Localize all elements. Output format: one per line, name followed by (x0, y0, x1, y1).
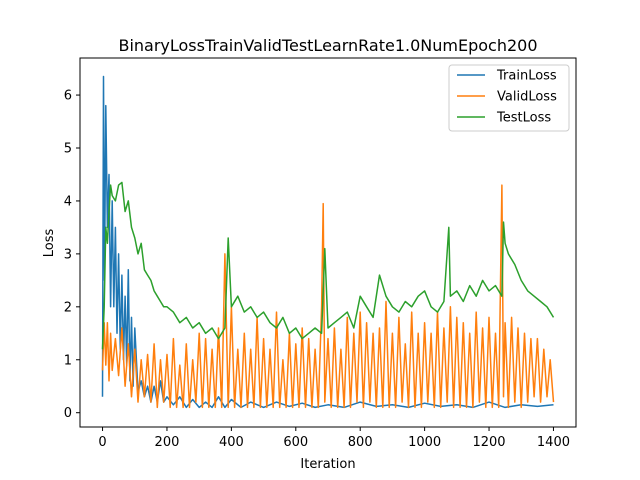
x-tick-label: 1400 (537, 435, 570, 450)
plot-frame (79, 57, 577, 428)
chart-title: BinaryLossTrainValidTestLearnRate1.0NumE… (118, 36, 537, 55)
y-axis: 0 1 2 3 4 5 6 (64, 89, 80, 421)
legend: TrainLoss ValidLoss TestLoss (448, 64, 570, 132)
y-tick-label: 0 (64, 406, 72, 421)
y-tick-label: 3 (64, 247, 72, 262)
y-tick-label: 1 (64, 353, 72, 368)
legend-label-testloss: TestLoss (496, 111, 551, 126)
x-axis-label: Iteration (300, 457, 355, 472)
legend-label-validloss: ValidLoss (497, 90, 557, 105)
plot-area (101, 75, 555, 409)
x-tick-label: 0 (98, 435, 106, 450)
x-tick-label: 1200 (472, 435, 505, 450)
x-tick-label: 800 (348, 435, 373, 450)
x-tick-label: 600 (283, 435, 308, 450)
y-tick-label: 5 (64, 142, 72, 157)
x-tick-label: 200 (155, 435, 180, 450)
series-line-testloss (101, 181, 555, 350)
y-tick-label: 2 (64, 300, 72, 315)
x-axis: 0 200 400 600 800 1000 1200 1400 (98, 427, 570, 450)
y-axis-label: Loss (42, 229, 57, 258)
legend-frame (448, 64, 570, 132)
x-tick-label: 400 (219, 435, 244, 450)
series-line-validloss (101, 184, 555, 409)
y-tick-label: 4 (64, 194, 72, 209)
legend-label-trainloss: TrainLoss (496, 69, 557, 84)
y-tick-label: 6 (64, 89, 72, 104)
x-tick-label: 1000 (408, 435, 441, 450)
